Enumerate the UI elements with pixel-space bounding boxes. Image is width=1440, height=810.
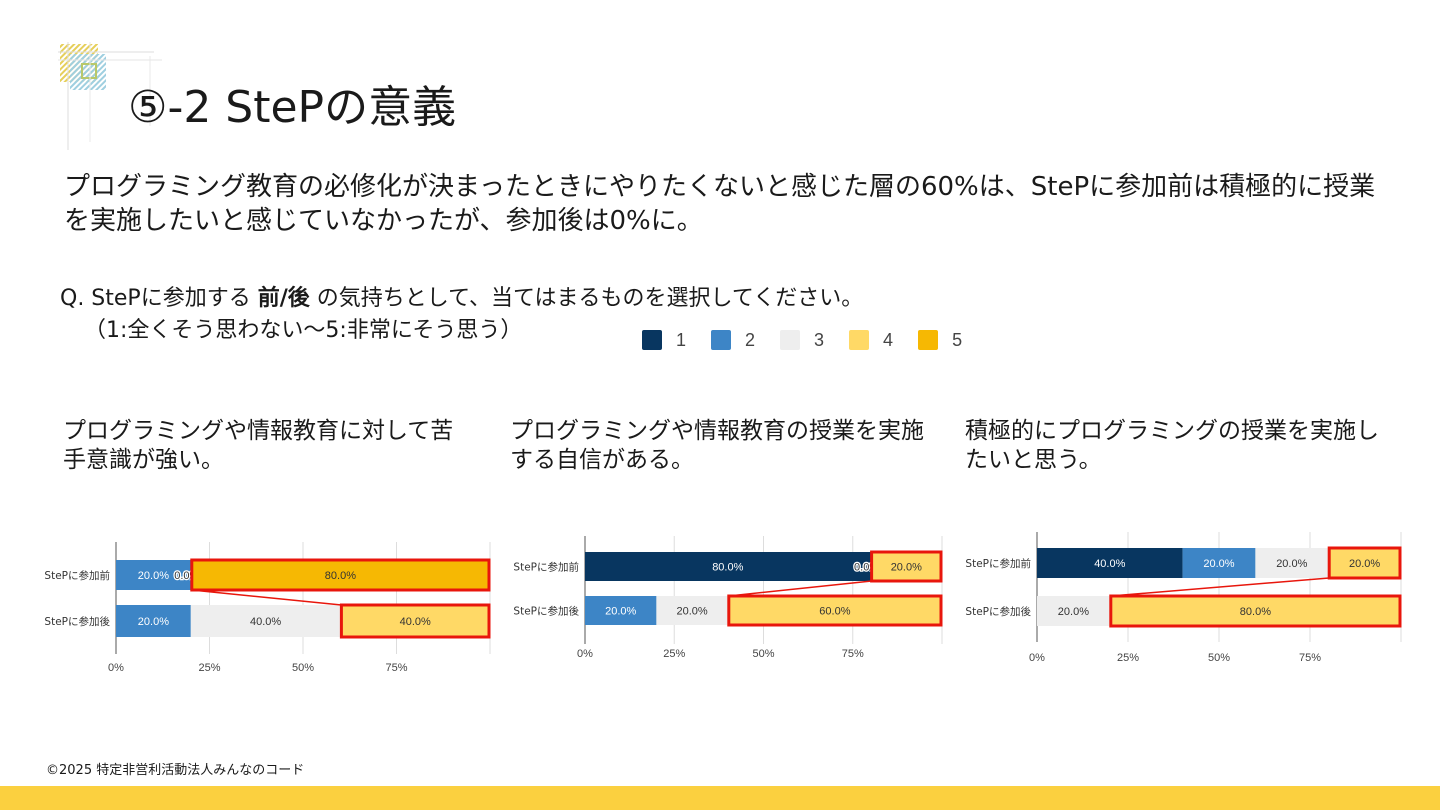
question-suffix: の気持ちとして、当てはまるものを選択してください。: [309, 286, 864, 311]
category-label: StePに参加後: [513, 605, 579, 618]
data-label: 20.0%: [138, 616, 169, 628]
x-tick-label: 75%: [385, 662, 407, 674]
data-label: 20.0%: [605, 606, 636, 618]
chart-title-aversion: プログラミングや情報教育に対して苦手意識が強い。: [63, 418, 454, 473]
bar-segment-1: [585, 552, 871, 581]
bar-segment-2: [1182, 548, 1256, 578]
data-label: 40.0%: [250, 616, 281, 628]
category-label: StePに参加前: [965, 557, 1031, 570]
x-tick-label: 50%: [1208, 652, 1230, 664]
x-tick-label: 25%: [198, 662, 220, 674]
x-tick-label: 0%: [1029, 652, 1045, 664]
data-label: 60.0%: [819, 606, 850, 618]
highlight-box: [1327, 546, 1402, 580]
legend-label: 4: [883, 329, 894, 350]
data-label: 20.0%: [676, 606, 707, 618]
x-tick-label: 50%: [292, 662, 314, 674]
data-label: 80.0%: [1240, 606, 1271, 618]
bar-segment-2: [585, 596, 657, 625]
slide-title: ⑤-2 StePの意義: [128, 82, 457, 133]
data-label: 80.0%: [325, 570, 356, 582]
legend-swatch: [642, 330, 662, 350]
highlight-box: [727, 594, 943, 627]
bar-segment-4: [1109, 596, 1401, 626]
data-label: 40.0%: [400, 616, 431, 628]
legend-item-5: 5: [918, 330, 962, 351]
highlight-connector: [1110, 577, 1330, 597]
scale-note: （1:全くそう思わない～5:非常にそう思う）: [84, 318, 523, 343]
bar-segment-1: [1037, 548, 1183, 578]
data-label: 20.0%: [1276, 558, 1307, 570]
category-label: StePに参加前: [44, 569, 110, 582]
question-prefix: Q. StePに参加する: [60, 286, 258, 311]
highlight-box: [190, 558, 491, 592]
bar-segment-2: [116, 605, 191, 637]
copyright-text: ©2025 特定非営利活動法人みんなのコード: [46, 763, 305, 778]
data-label: 20.0%: [1203, 558, 1234, 570]
data-label: 40.0%: [1094, 558, 1125, 570]
chart-aversion: 0% 25% 50% 75%StePに参加前 20.0% 0.0% 80.0%StePに参加…: [44, 542, 491, 674]
data-label: 20.0%: [138, 570, 169, 582]
chart-confidence: 0% 25% 50% 75%StePに参加前 80.0% 0.0% 20.0%StePに参加…: [513, 536, 943, 660]
category-label: StePに参加後: [965, 605, 1031, 618]
bar-segment-2: [116, 560, 191, 590]
x-tick-label: 50%: [752, 648, 774, 660]
chart-title-willingness: 積極的にプログラミングの授業を実施したいと思う。: [965, 418, 1379, 473]
bar-segment-4: [727, 596, 942, 625]
question-emphasis: 前/後: [257, 286, 310, 311]
legend-item-1: 1: [642, 330, 686, 351]
question-text: Q. StePに参加する 前/後 の気持ちとして、当てはまるものを選択してくださ…: [60, 284, 863, 314]
bar-segment-4: [870, 552, 942, 581]
highlight-box: [1109, 594, 1402, 628]
category-label: StePに参加前: [513, 561, 579, 574]
x-tick-label: 0%: [577, 648, 593, 660]
bar-segment-3: [1037, 596, 1110, 626]
x-tick-label: 75%: [1299, 652, 1321, 664]
summary-text: プログラミング教育の必修化が決まったときにやりたくないと感じた層の60%は、St…: [64, 172, 1376, 236]
bar-segment-5: [190, 560, 491, 590]
chart-legend: 1 2 3 4 5: [642, 329, 987, 351]
highlight-box: [870, 550, 943, 583]
x-tick-label: 0%: [108, 662, 124, 674]
legend-swatch: [918, 330, 939, 350]
legend-swatch: [711, 330, 732, 350]
legend-item-4: 4: [849, 330, 893, 351]
category-label: StePに参加後: [44, 615, 110, 628]
legend-label: 2: [745, 329, 756, 350]
legend-item-3: 3: [780, 330, 824, 351]
legend-swatch: [780, 330, 801, 350]
legend-label: 5: [952, 329, 963, 350]
x-tick-label: 25%: [663, 648, 685, 660]
corner-decoration: [58, 42, 162, 150]
bar-segment-3: [1255, 548, 1329, 578]
legend-label: 3: [814, 329, 825, 350]
highlight-connector: [191, 589, 342, 606]
bar-segment-3: [190, 605, 341, 637]
highlight-connector: [728, 580, 872, 597]
chart-willingness: 0% 25% 50% 75% StePに参加前 40.0% 20.0% 20.0% 20.0% S…: [965, 532, 1402, 664]
highlight-box: [339, 603, 491, 639]
bar-segment-3: [656, 596, 728, 625]
data-label: 20.0%: [891, 562, 922, 574]
data-label: 20.0%: [1058, 606, 1089, 618]
x-tick-label: 25%: [1117, 652, 1139, 664]
footer-bar: [0, 786, 1440, 810]
legend-item-2: 2: [711, 330, 755, 351]
x-tick-label: 75%: [842, 648, 864, 660]
chart-title-confidence: プログラミングや情報教育の授業を実施する自信がある。: [510, 418, 924, 473]
bar-segment-4: [340, 605, 490, 637]
data-label: 80.0%: [712, 562, 743, 574]
data-label: 20.0%: [1349, 558, 1380, 570]
legend-label: 1: [676, 329, 687, 350]
bar-segment-4: [1328, 548, 1401, 578]
legend-swatch: [849, 330, 870, 350]
